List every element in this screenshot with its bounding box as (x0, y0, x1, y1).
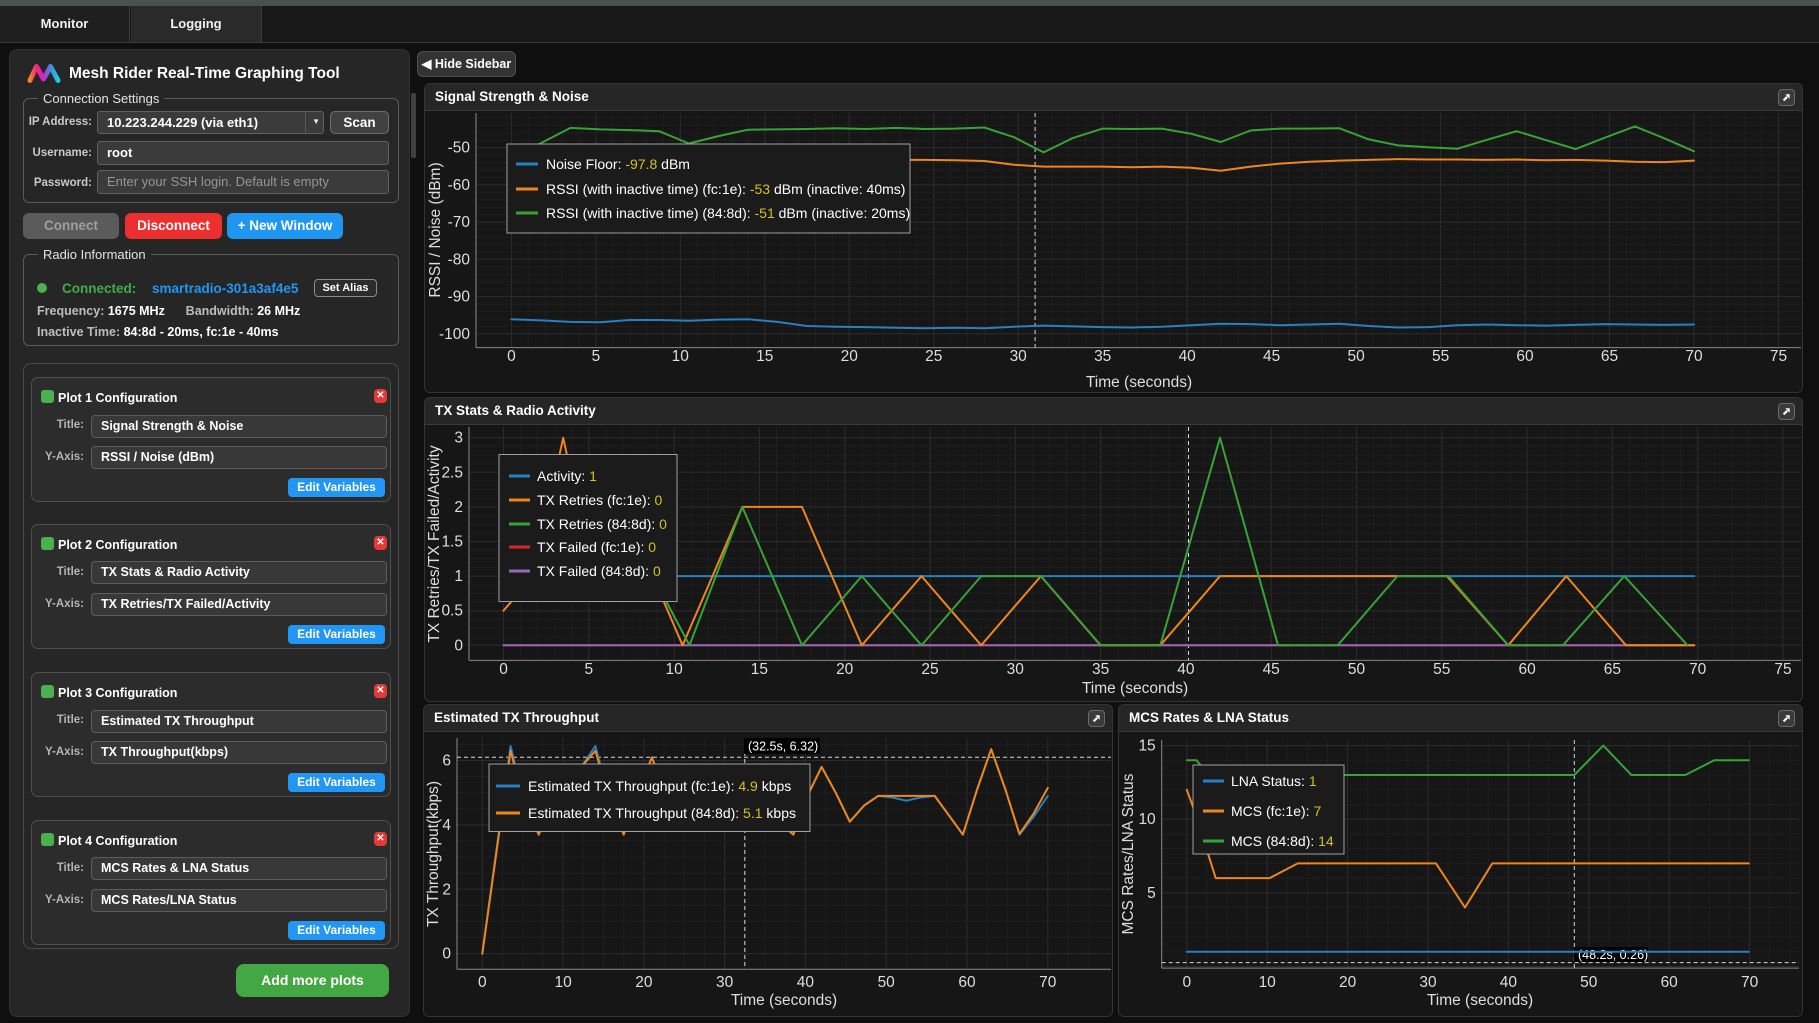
svg-text:75: 75 (1770, 348, 1787, 365)
svg-text:1: 1 (454, 568, 463, 585)
svg-text:60: 60 (958, 974, 976, 991)
svg-text:50: 50 (1348, 661, 1366, 678)
svg-text:5: 5 (584, 661, 593, 678)
svg-text:20: 20 (635, 974, 653, 991)
svg-text:20: 20 (1339, 974, 1357, 991)
svg-text:Time (seconds): Time (seconds) (1086, 374, 1192, 391)
svg-text:TX Retries (84:8d): 0: TX Retries (84:8d): 0 (537, 516, 667, 532)
svg-text:4: 4 (442, 817, 451, 834)
svg-text:15: 15 (1138, 738, 1155, 755)
svg-text:10: 10 (665, 661, 683, 678)
svg-text:60: 60 (1516, 348, 1534, 365)
svg-text:TX Failed (84:8d): 0: TX Failed (84:8d): 0 (537, 563, 661, 579)
svg-text:0.5: 0.5 (441, 603, 463, 620)
svg-text:RSSI / Noise (dBm): RSSI / Noise (dBm) (427, 162, 444, 297)
svg-text:25: 25 (925, 348, 942, 365)
svg-text:15: 15 (756, 348, 773, 365)
svg-text:70: 70 (1741, 974, 1759, 991)
svg-text:TX Failed (fc:1e): 0: TX Failed (fc:1e): 0 (537, 539, 656, 555)
svg-text:RSSI (with inactive time) (fc:: RSSI (with inactive time) (fc:1e): -53 d… (546, 181, 905, 197)
svg-text:50: 50 (878, 974, 896, 991)
svg-text:35: 35 (1094, 348, 1111, 365)
svg-text:40: 40 (1500, 974, 1518, 991)
svg-text:70: 70 (1685, 348, 1703, 365)
svg-text:MCS (84:8d): 14: MCS (84:8d): 14 (1231, 833, 1334, 849)
svg-text:1.5: 1.5 (441, 534, 463, 551)
svg-text:3: 3 (454, 430, 463, 447)
svg-text:75: 75 (1774, 661, 1791, 678)
svg-text:0: 0 (499, 661, 508, 678)
svg-text:LNA Status: 1: LNA Status: 1 (1231, 773, 1317, 789)
svg-text:70: 70 (1039, 974, 1057, 991)
svg-text:35: 35 (1092, 661, 1109, 678)
svg-text:0: 0 (507, 348, 516, 365)
svg-text:60: 60 (1661, 974, 1679, 991)
svg-text:Estimated TX Throughput (84:8d: Estimated TX Throughput (84:8d): 5.1 kbp… (528, 805, 796, 821)
svg-text:0: 0 (454, 637, 463, 654)
svg-text:10: 10 (554, 974, 572, 991)
svg-text:MCS Rates/LNA Status: MCS Rates/LNA Status (1120, 773, 1137, 934)
svg-text:50: 50 (1347, 348, 1365, 365)
svg-text:60: 60 (1518, 661, 1536, 678)
svg-text:2.5: 2.5 (441, 464, 463, 481)
svg-text:6: 6 (442, 753, 451, 770)
svg-text:Activity: 1: Activity: 1 (537, 468, 597, 484)
svg-text:45: 45 (1263, 661, 1280, 678)
svg-text:55: 55 (1432, 348, 1449, 365)
svg-text:Noise Floor: -97.8 dBm: Noise Floor: -97.8 dBm (546, 156, 690, 172)
svg-text:-100: -100 (439, 326, 470, 343)
svg-text:10: 10 (1138, 811, 1156, 828)
svg-text:40: 40 (1177, 661, 1195, 678)
svg-text:-50: -50 (448, 140, 471, 157)
svg-text:TX Throughput(kbps): TX Throughput(kbps) (425, 781, 442, 927)
svg-text:MCS (fc:1e): 7: MCS (fc:1e): 7 (1231, 803, 1321, 819)
svg-text:Estimated TX Throughput (fc:1e: Estimated TX Throughput (fc:1e): 4.9 kbp… (528, 778, 791, 794)
svg-text:50: 50 (1580, 974, 1598, 991)
svg-text:30: 30 (1419, 974, 1437, 991)
svg-text:5: 5 (1147, 885, 1156, 902)
svg-text:65: 65 (1604, 661, 1621, 678)
svg-text:TX Retries/TX Failed/Activity: TX Retries/TX Failed/Activity (426, 445, 443, 642)
svg-text:10: 10 (1259, 974, 1277, 991)
svg-text:10: 10 (672, 348, 690, 365)
svg-text:20: 20 (841, 348, 859, 365)
svg-text:RSSI (with inactive time) (84:: RSSI (with inactive time) (84:8d): -51 d… (546, 205, 910, 221)
svg-text:20: 20 (836, 661, 854, 678)
svg-text:5: 5 (592, 348, 601, 365)
svg-text:-90: -90 (448, 289, 471, 306)
svg-text:2: 2 (454, 499, 463, 516)
svg-text:0: 0 (1182, 974, 1191, 991)
svg-text:45: 45 (1263, 348, 1280, 365)
svg-text:-70: -70 (448, 214, 471, 231)
svg-text:2: 2 (442, 881, 451, 898)
svg-text:0: 0 (478, 974, 487, 991)
svg-text:Time (seconds): Time (seconds) (1082, 680, 1188, 697)
svg-text:30: 30 (1010, 348, 1028, 365)
svg-text:15: 15 (751, 661, 768, 678)
svg-text:25: 25 (921, 661, 938, 678)
svg-text:Time (seconds): Time (seconds) (731, 992, 837, 1009)
svg-text:30: 30 (716, 974, 734, 991)
svg-text:Time (seconds): Time (seconds) (1427, 992, 1533, 1009)
svg-text:-80: -80 (448, 251, 471, 268)
svg-text:55: 55 (1433, 661, 1450, 678)
svg-text:65: 65 (1601, 348, 1618, 365)
svg-text:40: 40 (1179, 348, 1197, 365)
svg-text:(48.2s, 0.26): (48.2s, 0.26) (1578, 948, 1648, 962)
svg-text:0: 0 (442, 946, 451, 963)
svg-text:-60: -60 (448, 177, 471, 194)
svg-text:30: 30 (1007, 661, 1025, 678)
svg-text:70: 70 (1689, 661, 1707, 678)
svg-text:(32.5s, 6.32): (32.5s, 6.32) (748, 740, 818, 754)
svg-text:40: 40 (797, 974, 815, 991)
svg-text:TX Retries (fc:1e): 0: TX Retries (fc:1e): 0 (537, 492, 662, 508)
